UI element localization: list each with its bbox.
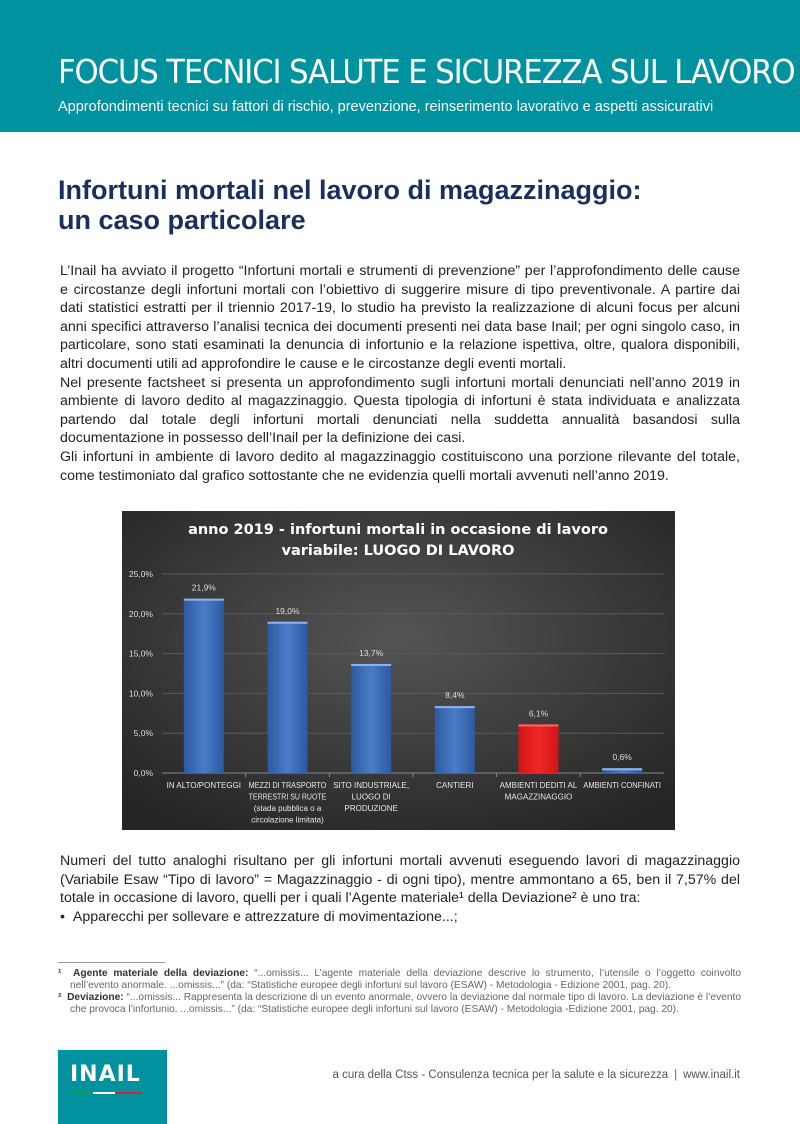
bar — [351, 663, 392, 773]
paragraph: Gli infortuni in ambiente di lavoro dedi… — [60, 448, 740, 484]
y-tick-label: 0,0% — [134, 768, 154, 778]
x-tick-label: AMBIENTI CONFINATI — [583, 781, 661, 790]
bullet-text: Apparecchi per sollevare e attrezzature … — [72, 908, 458, 925]
footnote-term: Deviazione: — [67, 992, 124, 1004]
footnote: ¹ Agente materiale della deviazione: “..… — [58, 968, 741, 991]
logo-text: INAIL — [70, 1062, 141, 1087]
header-banner: FOCUS TECNICI SALUTE E SICUREZZA SUL LAV… — [0, 0, 800, 132]
y-tick-label: 10,0% — [129, 688, 154, 698]
x-tick-label: LUOGO DI — [352, 793, 391, 802]
footnote-text: “...omissis... L’agente materiale della … — [70, 968, 742, 991]
x-tick-label: TERRESTRI SU RUOTE — [249, 793, 327, 802]
chart-title-line1: anno 2019 - infortuni mortali in occasio… — [188, 522, 608, 538]
article-title: Infortuni mortali nel lavoro di magazzin… — [58, 175, 758, 235]
bar-chart: anno 2019 - infortuni mortali in occasio… — [122, 511, 675, 830]
chart-title-line2: variabile: LUOGO DI LAVORO — [282, 543, 515, 559]
title-line: Infortuni mortali nel lavoro di magazzin… — [58, 175, 642, 205]
y-tick-label: 25,0% — [129, 569, 154, 579]
footnote-mark: ² — [58, 992, 62, 1004]
paragraph: Numeri del tutto analoghi risultano per … — [60, 853, 740, 907]
flag-stripe-white — [93, 1092, 115, 1094]
footnote-divider — [58, 962, 165, 963]
flag-stripe-green — [71, 1092, 93, 1094]
bar-top — [518, 724, 559, 727]
footnote-mark: ¹ — [58, 968, 62, 979]
series-title: FOCUS TECNICI SALUTE E SICUREZZA SUL LAV… — [58, 52, 796, 91]
data-label: 13,7% — [359, 648, 384, 658]
footnote-text: “...omissis... Rappresenta la descrizion… — [70, 992, 741, 1015]
bar-top — [602, 768, 643, 771]
data-label: 19,0% — [275, 606, 300, 616]
data-label: 0,6% — [612, 752, 632, 762]
x-tick-label: MEZZI DI TRASPORTO — [249, 781, 327, 790]
y-tick-label: 15,0% — [129, 649, 154, 659]
bar-top — [267, 621, 308, 624]
separator: | — [674, 1069, 678, 1081]
x-tick-label: (stada pubblica o a — [254, 804, 322, 813]
x-tick-label: CANTIERI — [436, 781, 473, 790]
bar — [183, 598, 224, 773]
bar — [602, 768, 643, 773]
bullet-item: • Apparecchi per sollevare e attrezzatur… — [60, 908, 458, 925]
x-tick-label: SITO INDUSTRIALE, — [333, 781, 409, 790]
article-body: L’Inail ha avviato il progetto “Infortun… — [60, 262, 740, 485]
x-tick-label: IN ALTO/PONTEGGI — [167, 781, 241, 790]
bar-top — [183, 598, 224, 601]
data-label: 21,9% — [192, 583, 217, 593]
flag-stripe-red — [115, 1092, 142, 1094]
x-tick-label: AMBIENTI DEDITI AL — [500, 781, 578, 790]
footnote: ² Deviazione: “...omissis... Rappresenta… — [58, 992, 741, 1015]
series-subtitle: Approfondimenti tecnici su fattori di ri… — [58, 99, 714, 115]
bar — [434, 706, 475, 773]
title-line: un caso particolare — [58, 205, 306, 235]
bar — [267, 621, 308, 773]
data-label: 6,1% — [529, 708, 549, 718]
credit-text: a cura della Ctss - Consulenza tecnica p… — [332, 1069, 669, 1081]
inail-logo[interactable]: INAIL — [58, 1050, 167, 1124]
bar-top — [351, 663, 392, 666]
bar — [518, 724, 559, 773]
paragraph: L’Inail ha avviato il progetto “Infortun… — [60, 263, 740, 372]
paragraph: Nel presente factsheet si presenta un ap… — [60, 374, 740, 447]
y-tick-label: 5,0% — [134, 728, 154, 738]
footnotes: ¹ Agente materiale della deviazione: “..… — [58, 968, 741, 1016]
footer-credit: a cura della Ctss - Consulenza tecnica p… — [333, 1069, 740, 1081]
website-link[interactable]: www.inail.it — [683, 1069, 740, 1081]
x-tick-label: circolazione limitata) — [251, 816, 324, 825]
bar-top — [434, 706, 475, 709]
x-tick-label: PRODUZIONE — [344, 804, 397, 813]
x-tick-label: MAGAZZINAGGIO — [505, 793, 573, 802]
article-body-continued: Numeri del tutto analoghi risultano per … — [60, 852, 740, 926]
footnote-term: Agente materiale della deviazione: — [73, 968, 249, 979]
y-tick-label: 20,0% — [129, 609, 154, 619]
data-label: 8,4% — [445, 690, 465, 700]
